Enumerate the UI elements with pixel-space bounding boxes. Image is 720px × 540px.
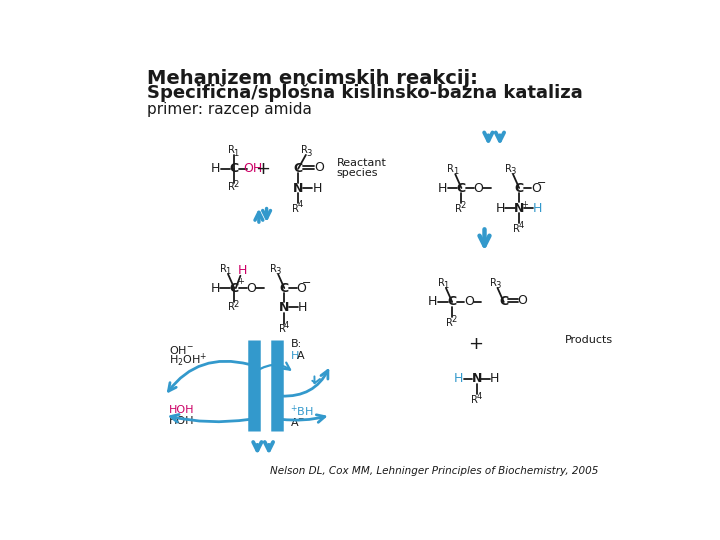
Text: R: R [292, 204, 300, 214]
Text: HOH: HOH [168, 405, 194, 415]
Text: O: O [474, 181, 483, 194]
Text: R: R [455, 204, 462, 214]
Text: C: C [230, 281, 239, 295]
Text: C: C [456, 181, 466, 194]
Text: A$^{-}$: A$^{-}$ [290, 416, 306, 428]
Text: $^{+}$BH: $^{+}$BH [290, 404, 315, 419]
Text: O: O [246, 281, 256, 295]
Text: Specifična/splošna kislinsko-bazna kataliza: Specifična/splošna kislinsko-bazna katal… [148, 83, 583, 102]
Text: R: R [228, 302, 235, 312]
Text: R: R [505, 164, 512, 174]
Text: R: R [301, 145, 307, 156]
Text: A: A [297, 351, 305, 361]
Text: OH$^{-}$: OH$^{-}$ [168, 343, 194, 356]
Text: N: N [472, 373, 482, 386]
Text: N: N [293, 181, 303, 194]
Text: R: R [490, 278, 496, 288]
Text: N: N [279, 301, 289, 314]
Text: O: O [314, 161, 324, 174]
Text: R: R [438, 278, 445, 288]
Text: 3: 3 [510, 167, 516, 177]
Text: Nelson DL, Cox MM, Lehninger Principles of Biochemistry, 2005: Nelson DL, Cox MM, Lehninger Principles … [270, 465, 598, 476]
Text: 1: 1 [453, 167, 458, 177]
Text: R: R [447, 164, 454, 174]
Text: O: O [464, 295, 474, 308]
Text: primer: razcep amida: primer: razcep amida [148, 102, 312, 117]
Text: 2: 2 [233, 300, 238, 309]
Text: R: R [513, 224, 521, 234]
Text: R: R [471, 395, 478, 405]
Text: 4: 4 [298, 200, 303, 210]
Text: 2: 2 [460, 201, 466, 210]
Text: 2: 2 [233, 180, 238, 188]
Text: H$_2$OH$^{+}$: H$_2$OH$^{+}$ [168, 352, 207, 369]
Text: species: species [337, 167, 378, 178]
Text: 1: 1 [444, 281, 449, 291]
Text: C: C [294, 162, 302, 176]
Text: 1: 1 [233, 149, 238, 158]
Text: H: H [312, 181, 322, 194]
Text: +: + [256, 160, 270, 178]
Text: C: C [499, 295, 508, 308]
Text: R: R [270, 264, 277, 274]
Text: C: C [515, 181, 523, 194]
Text: H: H [533, 201, 542, 214]
Text: R: R [446, 318, 452, 328]
Text: 2: 2 [451, 315, 456, 324]
Text: R: R [279, 324, 285, 334]
Text: H: H [290, 351, 299, 361]
Text: +: + [468, 335, 483, 353]
Text: 3: 3 [495, 281, 500, 291]
Text: Mehanizem encimskih reakcij:: Mehanizem encimskih reakcij: [148, 69, 478, 87]
Text: 4: 4 [284, 321, 289, 330]
Text: R: R [228, 182, 235, 192]
Text: C: C [448, 295, 456, 308]
Text: +: + [521, 200, 528, 208]
Text: +: + [237, 278, 244, 286]
Text: R: R [228, 145, 235, 156]
Text: OH: OH [243, 162, 262, 176]
Text: 3: 3 [276, 267, 281, 276]
Text: H: H [210, 281, 220, 295]
Text: Reactant: Reactant [337, 158, 387, 168]
Text: HOH: HOH [168, 416, 194, 426]
Text: O: O [517, 294, 527, 307]
Text: O: O [531, 181, 541, 194]
Text: 4: 4 [519, 221, 524, 230]
Text: B:: B: [290, 339, 302, 349]
Text: C: C [230, 162, 239, 176]
Text: O: O [297, 281, 306, 295]
Text: −: − [302, 278, 311, 288]
Text: H: H [490, 373, 499, 386]
Text: −: − [537, 178, 546, 187]
Text: 3: 3 [306, 149, 312, 158]
Text: H: H [496, 201, 505, 214]
Text: 4: 4 [477, 392, 482, 401]
Text: H: H [298, 301, 307, 314]
Text: H: H [211, 162, 220, 176]
Text: H: H [238, 264, 247, 277]
Text: 1: 1 [225, 267, 230, 276]
Text: H: H [428, 295, 438, 308]
Text: R: R [220, 264, 227, 274]
Text: C: C [280, 281, 289, 295]
Text: H: H [438, 181, 447, 194]
Text: N: N [514, 201, 524, 214]
Text: Products: Products [565, 335, 613, 346]
Text: H: H [454, 373, 463, 386]
